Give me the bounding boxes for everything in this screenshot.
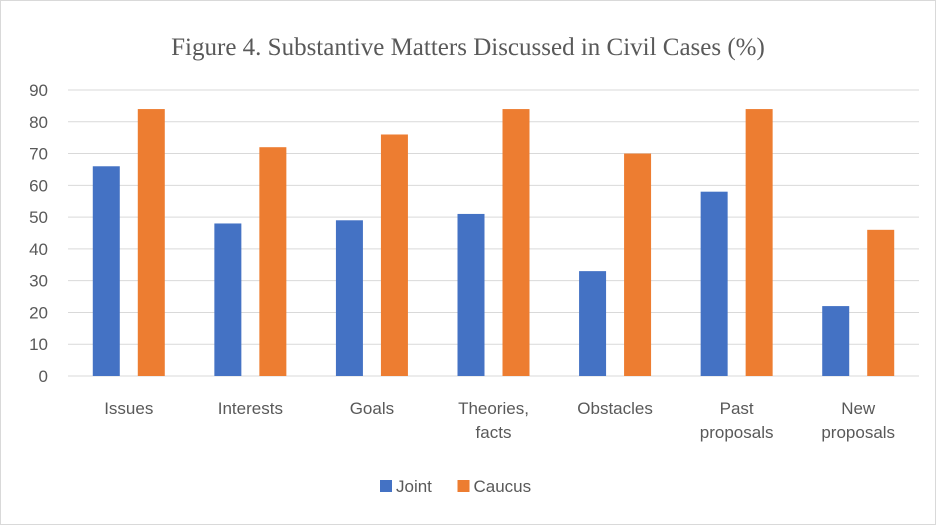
x-tick-label: Past proposals bbox=[700, 399, 774, 442]
x-tick-label-line: Past bbox=[720, 399, 754, 418]
x-axis-labels: Issues Interests Goals Theories, facts Obstac… bbox=[104, 399, 895, 442]
x-tick-label-line: Interests bbox=[218, 399, 283, 418]
bar-caucus-5 bbox=[745, 109, 773, 377]
x-tick-label: Obstacles bbox=[577, 399, 653, 418]
x-tick-label-line: Issues bbox=[104, 399, 153, 418]
y-tick-label: 40 bbox=[29, 240, 48, 259]
x-tick-label-line: facts bbox=[476, 423, 512, 442]
bar-caucus-2 bbox=[380, 134, 408, 376]
bar-caucus-4 bbox=[624, 153, 652, 376]
x-tick-label-line: proposals bbox=[821, 423, 895, 442]
y-tick-label: 10 bbox=[29, 335, 48, 354]
y-tick-label: 0 bbox=[39, 367, 48, 386]
x-tick-label-line: Theories, bbox=[458, 399, 529, 418]
x-tick-label: Theories, facts bbox=[458, 399, 529, 442]
bar-caucus-1 bbox=[259, 147, 287, 376]
x-tick-label-line: Obstacles bbox=[577, 399, 653, 418]
y-tick-label: 50 bbox=[29, 208, 48, 227]
bar-joint-4 bbox=[579, 271, 607, 376]
x-tick-label: Interests bbox=[218, 399, 283, 418]
y-tick-label: 30 bbox=[29, 272, 48, 291]
bar-joint-0 bbox=[92, 166, 120, 376]
legend-swatch-joint bbox=[380, 480, 392, 492]
legend: Joint Caucus bbox=[380, 477, 531, 496]
bar-joint-1 bbox=[214, 223, 242, 376]
x-tick-label-line: Goals bbox=[350, 399, 394, 418]
legend-label-caucus: Caucus bbox=[474, 477, 532, 496]
x-tick-label: Issues bbox=[104, 399, 153, 418]
x-tick-label: Goals bbox=[350, 399, 394, 418]
bar-joint-5 bbox=[700, 191, 728, 376]
x-tick-label-line: New bbox=[841, 399, 876, 418]
x-tick-label-line: proposals bbox=[700, 423, 774, 442]
chart-title: Figure 4. Substantive Matters Discussed … bbox=[171, 34, 765, 61]
bar-caucus-6 bbox=[867, 229, 895, 376]
bar-caucus-3 bbox=[502, 109, 530, 377]
x-tick-label: New proposals bbox=[821, 399, 895, 442]
y-tick-label: 20 bbox=[29, 303, 48, 322]
legend-swatch-caucus bbox=[457, 480, 470, 492]
bar-joint-3 bbox=[457, 213, 485, 376]
legend-label-joint: Joint bbox=[396, 477, 432, 496]
y-tick-label: 70 bbox=[29, 145, 48, 164]
gridlines bbox=[68, 89, 919, 377]
bars bbox=[92, 109, 895, 377]
y-tick-label: 90 bbox=[29, 81, 48, 100]
y-tick-label: 60 bbox=[29, 176, 48, 195]
bar-caucus-0 bbox=[137, 109, 165, 377]
y-tick-label: 80 bbox=[29, 113, 48, 132]
y-axis-ticks: 0 10 20 30 40 50 60 70 80 90 bbox=[29, 81, 48, 386]
bar-joint-6 bbox=[822, 306, 850, 376]
bar-joint-2 bbox=[335, 220, 363, 376]
